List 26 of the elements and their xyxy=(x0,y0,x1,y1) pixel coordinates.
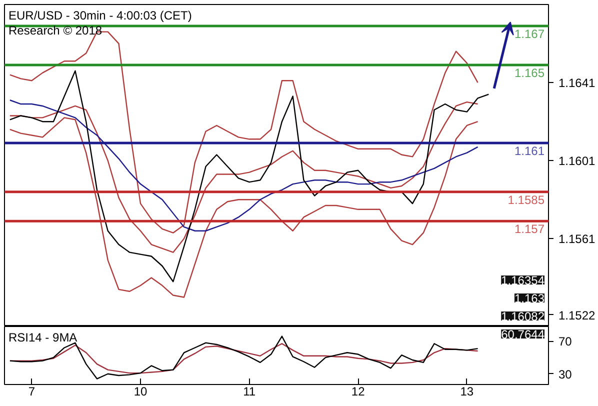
chart-title: RSI14 - 9MA xyxy=(8,330,78,344)
line-series xyxy=(9,70,490,282)
y-tick-label: 30 xyxy=(558,367,572,382)
x-tick-label: 13 xyxy=(460,384,474,398)
text: 60.7644 xyxy=(501,328,545,342)
line-series xyxy=(9,117,478,298)
y-tick-label: 70 xyxy=(558,334,572,349)
x-tick-label: 10 xyxy=(134,384,148,398)
y-tick-label: 1.1601 xyxy=(558,154,596,168)
y-tick-label: 1.1522 xyxy=(558,308,596,322)
ref-line-label: 1.161 xyxy=(514,144,545,158)
y-tick-label: 1.1641 xyxy=(558,76,596,90)
chart-title: EUR/USD - 30min - 4:00:03 (CET) xyxy=(8,8,192,22)
text: Research © 2018 xyxy=(8,24,102,38)
text: 1.16082 xyxy=(501,310,545,324)
x-tick-label: 7 xyxy=(28,384,36,398)
ref-line-label: 1.157 xyxy=(514,222,545,236)
ref-line-label: 1.165 xyxy=(514,66,545,80)
ref-line-label: 1.1585 xyxy=(508,192,545,207)
line-series xyxy=(9,343,478,374)
x-tick-label: 11 xyxy=(243,384,256,398)
text: 1.16354 xyxy=(501,274,545,288)
text: 1.163 xyxy=(514,292,545,306)
x-tick-label: 12 xyxy=(351,384,366,398)
ref-line-label: 1.167 xyxy=(514,26,545,41)
y-tick-label: 1.1561 xyxy=(558,232,596,246)
